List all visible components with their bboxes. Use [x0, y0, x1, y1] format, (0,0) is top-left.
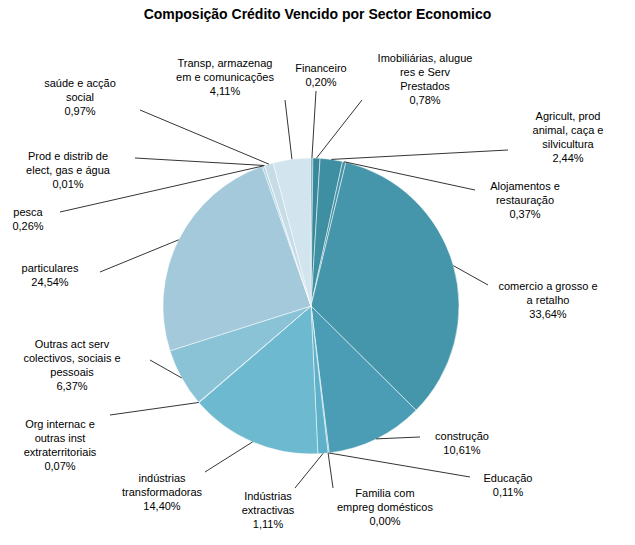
svg-text:indústriastransformadoras14,40: indústriastransformadoras14,40% — [122, 472, 203, 512]
svg-text:saúde e acçãosocial0,97%: saúde e acçãosocial0,97% — [44, 77, 116, 117]
svg-text:Indústriasextractivas1,11%: Indústriasextractivas1,11% — [242, 490, 295, 530]
svg-text:Familia comempreg domésticos0,: Familia comempreg domésticos0,00% — [337, 487, 433, 527]
svg-text:Org internac eoutras instextra: Org internac eoutras instextraterritoria… — [24, 418, 97, 472]
svg-text:Educação0,11%: Educação0,11% — [484, 472, 533, 498]
svg-text:Outras act servcolectivos, soc: Outras act servcolectivos, sociais epess… — [23, 338, 120, 392]
html-text:Composição Crédito Vencido por: Composição Crédito Vencido por Sector Ec… — [143, 6, 492, 22]
svg-text:particulares24,54%: particulares24,54% — [22, 262, 79, 288]
svg-text:construção10,61%: construção10,61% — [435, 430, 489, 456]
svg-text:pesca0,26%: pesca0,26% — [12, 206, 43, 232]
svg-text:Imobiliárias, alugueres e Serv: Imobiliárias, alugueres e ServPrestados0… — [378, 52, 473, 106]
svg-text:Prod e distrib deelect, gas e: Prod e distrib deelect, gas e água0,01% — [26, 150, 111, 190]
svg-text:Alojamentos erestauração0,37%: Alojamentos erestauração0,37% — [490, 180, 560, 220]
svg-text:Transp, armazenagem e comunica: Transp, armazenagem e comunicações4,11% — [176, 57, 274, 97]
svg-text:Financeiro0,20%: Financeiro0,20% — [295, 62, 346, 88]
svg-text:comercio a grosso ea retalho33: comercio a grosso ea retalho33,64% — [498, 280, 597, 320]
svg-text:Agricult, prodanimal, caça esi: Agricult, prodanimal, caça esilvicultura… — [533, 110, 604, 164]
